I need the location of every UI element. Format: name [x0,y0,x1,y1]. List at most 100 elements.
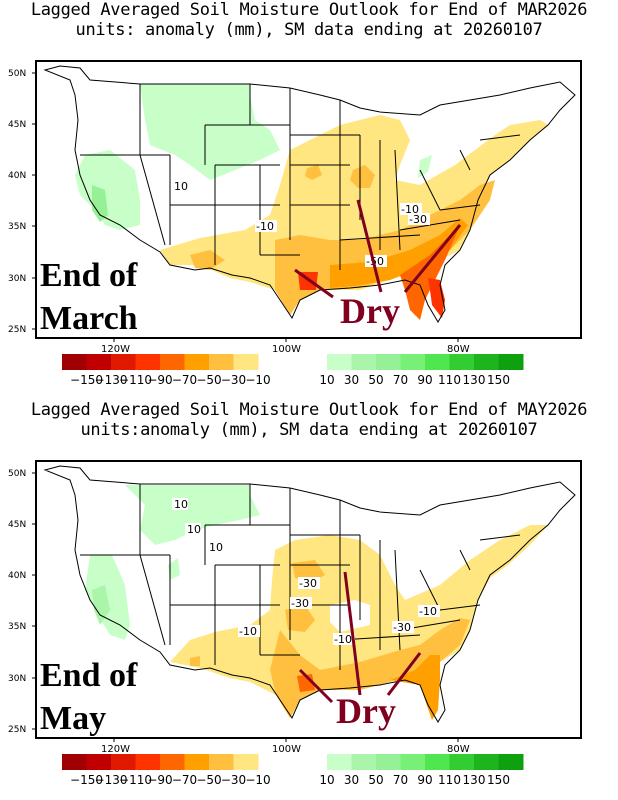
lon-tick-label: 80W [447,744,470,755]
wet-region-west [75,150,140,230]
overlay-line1: End of [40,657,138,694]
colorbar-swatch-dry [233,354,259,370]
colorbar-swatch-wet [498,754,524,770]
colorbar-swatch-dry [111,354,136,370]
colorbar-label: −110 [119,373,152,387]
colorbar-label: −70 [172,773,197,787]
lon-tick-label: 100W [272,744,301,755]
contour-label: 10 [209,541,223,554]
lat-tick-label: 25N [8,325,26,335]
colorbar-label: 150 [487,373,510,387]
colorbar-swatch-wet [474,354,499,370]
colorbar-swatch-dry [62,754,87,770]
colorbar-label: −150 [70,373,103,387]
dry-region-30-ok [285,605,315,632]
lat-tick-label: 30N [8,674,26,684]
map-frame [35,60,582,339]
lat-tick-label: 50N [8,469,26,479]
colorbar-swatch-dry [160,354,185,370]
lat-tick-label: 50N [8,69,26,79]
dry-region-light [160,115,548,315]
colorbar-label: 50 [368,773,383,787]
panel-may: Lagged Averaged Soil Moisture Outlook fo… [0,400,618,800]
lon-tick-label: 100W [272,344,301,355]
dry-region-30-nm [190,656,200,666]
colorbar-swatch-wet [425,354,450,370]
colorbar: −150−130−110−90 −70 −50 −30 −10 10 30 50 70 90 110… [62,354,524,387]
lon-tick-label: 120W [101,744,130,755]
lat-tick-label: 35N [8,222,26,232]
map-march: 10 -10 -10 -30 -50 Dry End of March [8,60,582,387]
contour-label: -10 [239,625,257,638]
dry-arrows [298,571,422,704]
colorbar-label: 70 [393,373,408,387]
dry-region-30-nebraska [305,165,322,180]
colorbar-label: −110 [119,773,152,787]
lon-axis: 120W 100W 80W [101,338,470,355]
lat-tick-label: 40N [8,571,26,581]
colorbar-label: −50 [196,773,221,787]
colorbar-swatch-dry [86,354,112,370]
lat-tick-label: 30N [8,274,26,284]
lat-axis: 50N 45N 40N 35N 30N 25N [8,469,36,735]
colorbar-swatch-wet [400,354,426,370]
lon-axis: 120W 100W 80W [101,738,470,755]
dry-region-50 [330,218,468,288]
colorbar-label: −130 [95,373,128,387]
contour-label: -30 [291,597,309,610]
colorbar-label: −130 [95,773,128,787]
colorbar-swatch-dry [209,754,234,770]
lat-tick-label: 35N [8,622,26,632]
colorbar-swatch-wet [449,354,475,370]
panel-title: Lagged Averaged Soil Moisture Outlook fo… [30,400,588,420]
colorbar-swatch-dry [111,754,136,770]
colorbar-label: −30 [221,773,246,787]
colorbar-label: −50 [196,373,221,387]
colorbar-label: 130 [463,373,486,387]
colorbar-label: −90 [147,373,172,387]
panel-subtitle: units:anomaly (mm), SM data ending at 20… [80,420,538,440]
contour-label: 10 [187,523,201,536]
dry-region-30-iowa [350,165,375,188]
panel-march: Lagged Averaged Soil Moisture Outlook fo… [8,0,588,387]
wet-region-california [92,585,110,625]
colorbar-swatch-wet [400,754,426,770]
colorbar-swatch-wet [327,754,352,770]
contour-label: -30 [409,213,427,226]
contour-label: 10 [174,180,188,193]
dry-arrows [294,199,462,299]
arrow-line [403,224,462,293]
wet-region-ohio [418,155,432,178]
contour-label: -10 [419,605,437,618]
lon-tick-label: 80W [447,344,470,355]
anomaly-fields [75,84,548,320]
colorbar-swatch-wet [327,354,352,370]
contour-label: -30 [393,621,411,634]
contour-label: -10 [401,203,419,216]
lat-axis: 50N 45N 40N 35N 30N 25N [8,69,36,335]
colorbar-swatch-wet [425,754,450,770]
colorbar-swatch-dry [160,754,185,770]
colorbar-label: 90 [417,373,432,387]
arrow-line [294,268,334,299]
colorbar-swatch-wet [498,354,524,370]
colorbar-swatch-dry [184,354,210,370]
panel-title: Lagged Averaged Soil Moisture Outlook fo… [30,0,588,20]
colorbar-label: 30 [344,773,359,787]
colorbar-label: 90 [417,773,432,787]
arrow-line [343,571,362,696]
colorbar-swatch-wet [351,354,377,370]
colorbar-label: −150 [70,773,103,787]
overlay-line2: March [40,300,138,337]
dry-region-30-nm [190,250,225,270]
arrow-line [386,652,422,696]
lat-tick-label: 45N [8,120,26,130]
colorbar-swatch-wet [376,754,401,770]
wet-region-california [92,185,108,222]
dry-region-30 [270,618,470,718]
contour-label: -10 [256,220,274,233]
contour-label: -30 [299,577,317,590]
wet-region-northern-plains [140,84,280,180]
colorbar-swatch-wet [376,354,401,370]
colorbar-swatch-dry [86,754,112,770]
